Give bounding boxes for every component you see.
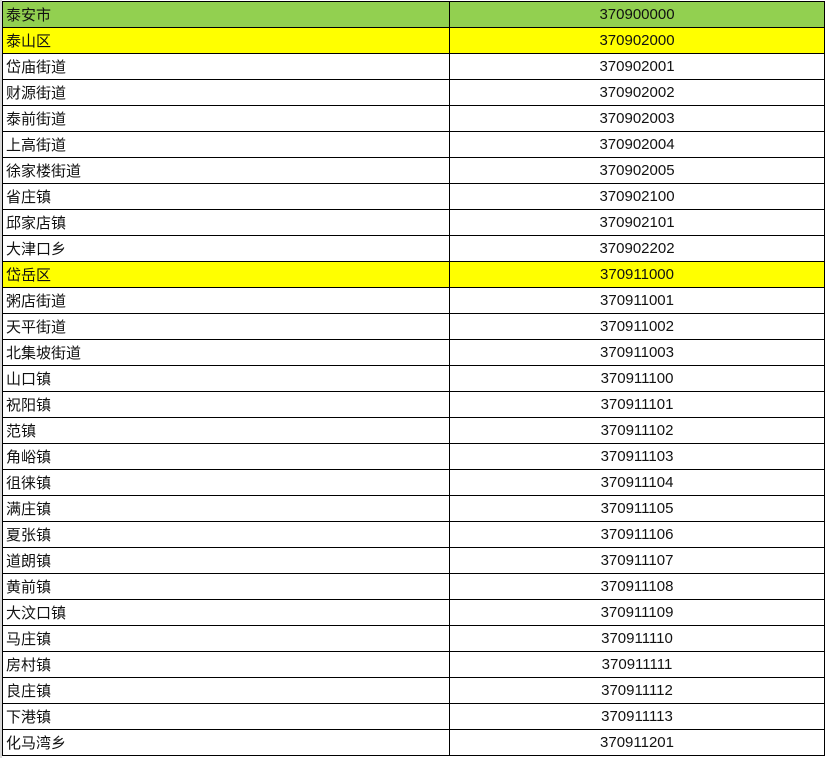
table-row-town: 山口镇 370911100	[2, 365, 825, 392]
table-row-town: 泰前街道 370902003	[2, 105, 825, 132]
table-row-town: 北集坡街道 370911003	[2, 339, 825, 366]
region-name-cell[interactable]: 徂徕镇	[2, 469, 450, 496]
table-row-town: 粥店街道 370911001	[2, 287, 825, 314]
region-name-cell[interactable]: 马庄镇	[2, 625, 450, 652]
table-row-district: 岱岳区 370911000	[2, 261, 825, 288]
region-code-cell[interactable]: 370911001	[449, 287, 825, 314]
region-name-cell[interactable]: 下港镇	[2, 703, 450, 730]
region-name-cell[interactable]: 邱家店镇	[2, 209, 450, 236]
region-code-cell[interactable]: 370911106	[449, 521, 825, 548]
table-row-town: 良庄镇 370911112	[2, 677, 825, 704]
region-code-cell[interactable]: 370911000	[449, 261, 825, 288]
region-name-cell[interactable]: 良庄镇	[2, 677, 450, 704]
region-code-cell[interactable]: 370911110	[449, 625, 825, 652]
table-row-town: 马庄镇 370911110	[2, 625, 825, 652]
region-name-cell[interactable]: 粥店街道	[2, 287, 450, 314]
region-name-cell[interactable]: 夏张镇	[2, 521, 450, 548]
region-name-cell[interactable]: 满庄镇	[2, 495, 450, 522]
region-name-cell[interactable]: 泰前街道	[2, 105, 450, 132]
table-row-town: 道朗镇 370911107	[2, 547, 825, 574]
table-row-town: 天平街道 370911002	[2, 313, 825, 340]
table-row-town: 徂徕镇 370911104	[2, 469, 825, 496]
table-row-town: 房村镇 370911111	[2, 651, 825, 678]
region-name-cell[interactable]: 省庄镇	[2, 183, 450, 210]
table-row-town: 满庄镇 370911105	[2, 495, 825, 522]
region-code-cell[interactable]: 370911109	[449, 599, 825, 626]
region-code-cell[interactable]: 370900000	[449, 1, 825, 28]
region-name-cell[interactable]: 山口镇	[2, 365, 450, 392]
region-name-cell[interactable]: 岱岳区	[2, 261, 450, 288]
region-code-cell[interactable]: 370902002	[449, 79, 825, 106]
table-row-district: 泰山区 370902000	[2, 27, 825, 54]
region-name-cell[interactable]: 北集坡街道	[2, 339, 450, 366]
region-name-cell[interactable]: 泰安市	[2, 1, 450, 28]
region-name-cell[interactable]: 天平街道	[2, 313, 450, 340]
region-code-cell[interactable]: 370902005	[449, 157, 825, 184]
region-name-cell[interactable]: 上高街道	[2, 131, 450, 158]
region-code-cell[interactable]: 370911003	[449, 339, 825, 366]
region-code-cell[interactable]: 370902202	[449, 235, 825, 262]
table-row-town: 邱家店镇 370902101	[2, 209, 825, 236]
table-row-town: 财源街道 370902002	[2, 79, 825, 106]
region-name-cell[interactable]: 徐家楼街道	[2, 157, 450, 184]
region-code-cell[interactable]: 370911104	[449, 469, 825, 496]
region-code-cell[interactable]: 370911111	[449, 651, 825, 678]
table-row-town: 大津口乡 370902202	[2, 235, 825, 262]
table-row-town: 下港镇 370911113	[2, 703, 825, 730]
sheet-left-edge	[0, 0, 2, 758]
region-name-cell[interactable]: 范镇	[2, 417, 450, 444]
region-code-cell[interactable]: 370911112	[449, 677, 825, 704]
region-code-cell[interactable]: 370911107	[449, 547, 825, 574]
region-code-cell[interactable]: 370911100	[449, 365, 825, 392]
region-name-cell[interactable]: 岱庙街道	[2, 53, 450, 80]
region-code-cell[interactable]: 370911102	[449, 417, 825, 444]
region-name-cell[interactable]: 房村镇	[2, 651, 450, 678]
region-name-cell[interactable]: 黄前镇	[2, 573, 450, 600]
region-code-cell[interactable]: 370902101	[449, 209, 825, 236]
region-code-cell[interactable]: 370902004	[449, 131, 825, 158]
table-row-town: 范镇 370911102	[2, 417, 825, 444]
table-row-town: 夏张镇 370911106	[2, 521, 825, 548]
region-name-cell[interactable]: 化马湾乡	[2, 729, 450, 756]
region-code-cell[interactable]: 370902001	[449, 53, 825, 80]
region-code-cell[interactable]: 370911108	[449, 573, 825, 600]
region-name-cell[interactable]: 角峪镇	[2, 443, 450, 470]
region-code-cell[interactable]: 370902100	[449, 183, 825, 210]
region-name-cell[interactable]: 泰山区	[2, 27, 450, 54]
region-name-cell[interactable]: 财源街道	[2, 79, 450, 106]
region-name-cell[interactable]: 祝阳镇	[2, 391, 450, 418]
region-name-cell[interactable]: 道朗镇	[2, 547, 450, 574]
region-code-cell[interactable]: 370902000	[449, 27, 825, 54]
table-row-town: 省庄镇 370902100	[2, 183, 825, 210]
region-code-cell[interactable]: 370911201	[449, 729, 825, 756]
region-code-cell[interactable]: 370911002	[449, 313, 825, 340]
table-row-town: 黄前镇 370911108	[2, 573, 825, 600]
region-code-cell[interactable]: 370911113	[449, 703, 825, 730]
table-row-city: 泰安市 370900000	[2, 1, 825, 28]
region-name-cell[interactable]: 大津口乡	[2, 235, 450, 262]
table-row-town: 徐家楼街道 370902005	[2, 157, 825, 184]
region-code-cell[interactable]: 370911105	[449, 495, 825, 522]
table-row-town: 岱庙街道 370902001	[2, 53, 825, 80]
table-row-town: 祝阳镇 370911101	[2, 391, 825, 418]
table-row-town: 上高街道 370902004	[2, 131, 825, 158]
region-code-cell[interactable]: 370902003	[449, 105, 825, 132]
region-code-cell[interactable]: 370911101	[449, 391, 825, 418]
region-code-cell[interactable]: 370911103	[449, 443, 825, 470]
table-row-town: 大汶口镇 370911109	[2, 599, 825, 626]
table-row-town: 角峪镇 370911103	[2, 443, 825, 470]
table-row-town: 化马湾乡 370911201	[2, 729, 825, 756]
region-name-cell[interactable]: 大汶口镇	[2, 599, 450, 626]
